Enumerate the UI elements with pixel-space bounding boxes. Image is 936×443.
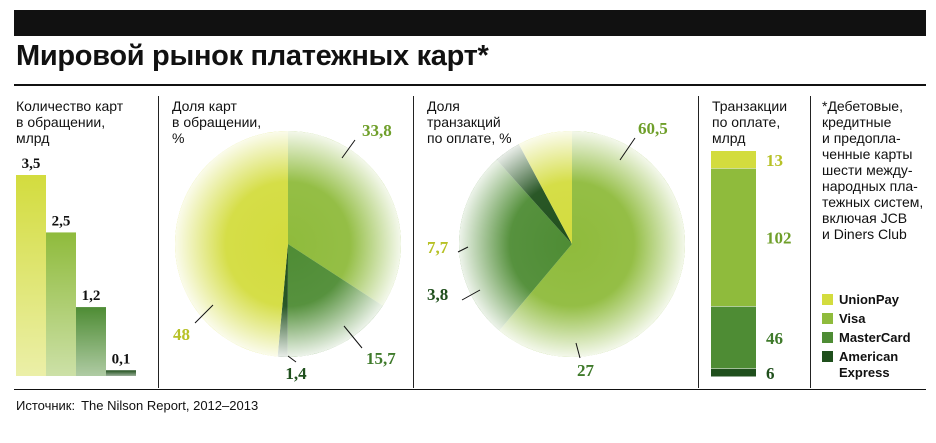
pie1-label-unionpay: 48 xyxy=(173,325,190,344)
pie1-leader-unionpay xyxy=(194,304,214,324)
pie2-label-visa: 60,5 xyxy=(638,119,668,138)
stack-segment-visa xyxy=(711,168,756,307)
pie2-label-unionpay: 7,7 xyxy=(427,238,449,257)
bar-shade-unionpay xyxy=(16,175,46,376)
source-line: Источник: The Nilson Report, 2012–2013 xyxy=(16,398,264,413)
pie1-leader-visa xyxy=(341,139,356,159)
stack-segment-american-express xyxy=(711,368,756,377)
stack-label-visa: 102 xyxy=(766,229,792,248)
bar-shade-mastercard xyxy=(76,307,106,376)
bar-label-mastercard: 1,2 xyxy=(82,288,101,304)
bar-label-american-express: 0,1 xyxy=(112,351,131,367)
pie2-leader-american-express xyxy=(461,289,481,301)
footnote: *Дебетовые, кредитные и предопла- ченные… xyxy=(822,98,924,242)
legend-swatch-american-express xyxy=(822,351,833,362)
top-bar xyxy=(14,10,926,36)
pie2-leader-visa xyxy=(619,137,636,161)
divider-2 xyxy=(413,96,414,388)
page-title: Мировой рынок платежных карт* xyxy=(16,40,489,72)
pie2-label-american-express: 3,8 xyxy=(427,285,448,304)
bar-label-visa: 2,5 xyxy=(52,213,71,229)
stack-label-american-express: 6 xyxy=(766,364,775,383)
chart2-caption: Доля карт в обращении, % xyxy=(172,98,262,146)
pie1-label-mastercard: 15,7 xyxy=(366,349,396,368)
stack-label-unionpay: 13 xyxy=(766,151,783,170)
bar-shade-american-express xyxy=(106,370,136,376)
legend-swatch-visa xyxy=(822,313,833,324)
legend-swatch-mastercard xyxy=(822,332,833,343)
pie2-leader-unionpay xyxy=(457,246,469,253)
legend-swatch-unionpay xyxy=(822,294,833,305)
pie1-label-american-express: 1,4 xyxy=(285,364,307,383)
source-text: The Nilson Report, 2012–2013 xyxy=(81,398,259,413)
title-rule xyxy=(14,84,926,86)
stack-label-mastercard: 46 xyxy=(766,329,783,348)
pie1-leader-american-express xyxy=(287,355,297,363)
chart4-caption: Транзакции по оплате, млрд xyxy=(712,98,788,146)
pie2-shade xyxy=(459,131,685,357)
divider-4 xyxy=(810,96,811,388)
stack-segment-unionpay xyxy=(711,151,756,169)
bottom-rule xyxy=(14,389,926,390)
pie1-leader-mastercard xyxy=(343,325,363,349)
divider-1 xyxy=(158,96,159,388)
bar-label-unionpay: 3,5 xyxy=(22,156,41,172)
stack-segment-mastercard xyxy=(711,306,756,369)
divider-3 xyxy=(698,96,699,388)
pie1-label-visa: 33,8 xyxy=(362,121,392,140)
pie2-label-mastercard: 27 xyxy=(577,361,595,380)
chart3-caption: Доля транзакций по оплате, % xyxy=(427,98,512,146)
chart1-caption: Количество карт в обращении, млрд xyxy=(16,98,124,146)
bar-shade-visa xyxy=(46,232,76,376)
source-label: Источник: xyxy=(16,398,76,413)
pie1-shade xyxy=(175,131,401,357)
pie2-leader-mastercard xyxy=(575,342,581,359)
